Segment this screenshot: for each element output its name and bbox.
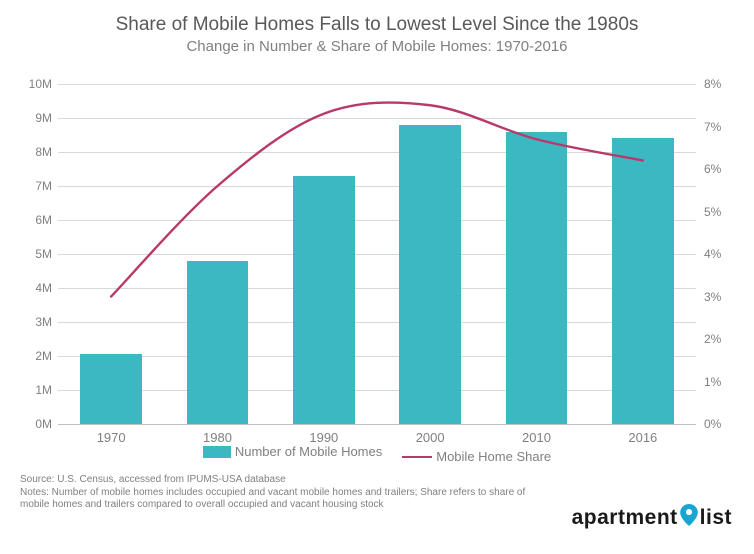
y-axis-left-tick: 10M <box>18 77 52 91</box>
legend-swatch-line <box>402 456 432 458</box>
y-axis-left-tick: 0M <box>18 417 52 431</box>
x-axis-tick: 1980 <box>203 430 232 445</box>
brand-logo: apartment list <box>572 504 732 532</box>
brand-word-1: apartment <box>572 506 678 530</box>
footnote-line: Source: U.S. Census, accessed from IPUMS… <box>20 474 525 487</box>
legend: Number of Mobile Homes Mobile Home Share <box>0 444 754 464</box>
x-axis-tick: 2000 <box>416 430 445 445</box>
y-axis-right-tick: 8% <box>704 77 721 91</box>
legend-label: Number of Mobile Homes <box>235 444 382 459</box>
line-series <box>58 84 696 424</box>
chart-container: Share of Mobile Homes Falls to Lowest Le… <box>0 0 754 546</box>
y-axis-right-tick: 2% <box>704 332 721 346</box>
y-axis-left-tick: 4M <box>18 281 52 295</box>
legend-item: Number of Mobile Homes <box>203 444 382 459</box>
footnote: Source: U.S. Census, accessed from IPUMS… <box>20 474 525 512</box>
y-axis-left-tick: 5M <box>18 247 52 261</box>
legend-item: Mobile Home Share <box>402 449 551 464</box>
x-axis-tick: 2016 <box>628 430 657 445</box>
y-axis-right-tick: 1% <box>704 375 721 389</box>
y-axis-left-tick: 9M <box>18 111 52 125</box>
x-axis-tick: 1970 <box>97 430 126 445</box>
y-axis-right-tick: 5% <box>704 205 721 219</box>
y-axis-left-tick: 2M <box>18 349 52 363</box>
y-axis-right-tick: 7% <box>704 120 721 134</box>
y-axis-left-tick: 3M <box>18 315 52 329</box>
x-axis-line <box>58 424 696 425</box>
location-pin-icon <box>680 504 698 532</box>
x-axis-tick: 2010 <box>522 430 551 445</box>
y-axis-right-tick: 6% <box>704 162 721 176</box>
x-axis-tick: 1990 <box>309 430 338 445</box>
plot-area <box>58 84 696 424</box>
y-axis-right-tick: 4% <box>704 247 721 261</box>
y-axis-left-tick: 8M <box>18 145 52 159</box>
footnote-line: Notes: Number of mobile homes includes o… <box>20 487 525 500</box>
legend-swatch-bar <box>203 446 231 458</box>
y-axis-left-tick: 7M <box>18 179 52 193</box>
y-axis-left-tick: 1M <box>18 383 52 397</box>
y-axis-left-tick: 6M <box>18 213 52 227</box>
y-axis-right-tick: 0% <box>704 417 721 431</box>
brand-word-2: list <box>700 506 732 530</box>
y-axis-right-tick: 3% <box>704 290 721 304</box>
chart-area: 0M 1M 2M 3M 4M 5M 6M 7M 8M 9M 10M 0% 1% 2% 3% 4% 5% 6% 7% 8… <box>0 8 754 554</box>
legend-label: Mobile Home Share <box>436 449 551 464</box>
footnote-line: mobile homes and trailers compared to ov… <box>20 499 525 512</box>
